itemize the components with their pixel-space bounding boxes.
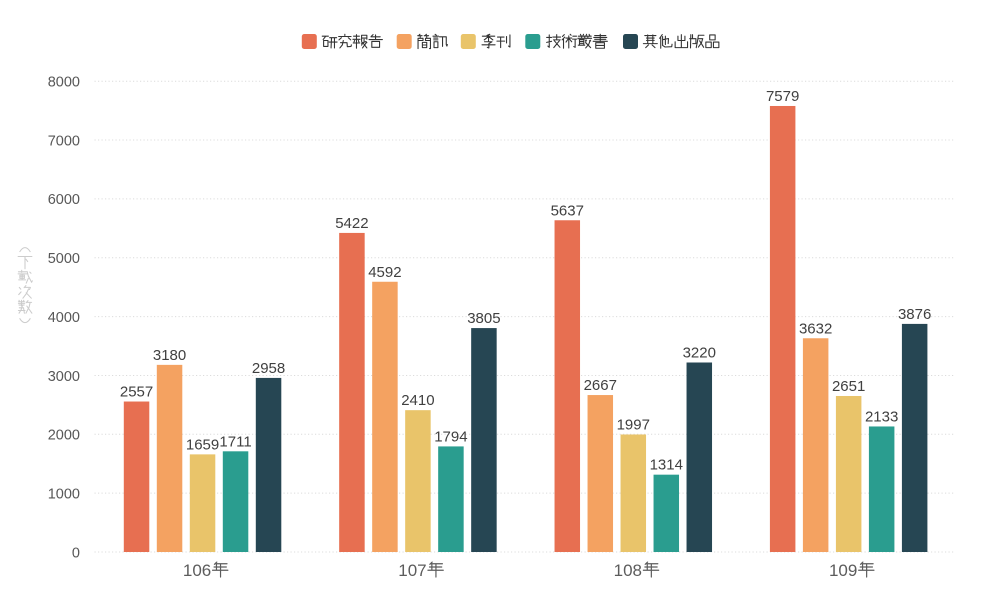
svg-text:2958: 2958: [252, 360, 285, 377]
svg-text:2000: 2000: [48, 428, 80, 444]
svg-text:2667: 2667: [584, 377, 617, 394]
svg-text:7000: 7000: [48, 133, 80, 149]
svg-text:7579: 7579: [766, 88, 799, 105]
svg-text:2410: 2410: [401, 392, 434, 409]
svg-text:109: 109: [829, 561, 857, 580]
svg-text:2557: 2557: [120, 384, 153, 401]
svg-text:4000: 4000: [48, 310, 80, 326]
svg-text:108: 108: [614, 561, 642, 580]
svg-text:2651: 2651: [832, 378, 865, 395]
svg-text:1000: 1000: [48, 486, 80, 502]
svg-text:107: 107: [398, 561, 426, 580]
svg-text:1314: 1314: [650, 457, 683, 474]
svg-text:6000: 6000: [48, 192, 80, 208]
svg-text:3180: 3180: [153, 347, 186, 364]
svg-text:3805: 3805: [467, 310, 500, 327]
svg-text:2133: 2133: [865, 408, 898, 425]
svg-text:1794: 1794: [434, 428, 467, 445]
svg-text:4592: 4592: [368, 264, 401, 281]
svg-text:106: 106: [183, 561, 211, 580]
svg-text:8000: 8000: [48, 75, 80, 91]
svg-text:0: 0: [72, 545, 80, 561]
svg-text:3876: 3876: [898, 306, 931, 323]
svg-text:5422: 5422: [335, 215, 368, 232]
svg-text:5637: 5637: [551, 202, 584, 219]
svg-text:1659: 1659: [186, 436, 219, 453]
svg-text:3000: 3000: [48, 369, 80, 385]
svg-text:1711: 1711: [219, 433, 251, 450]
svg-text:3632: 3632: [799, 320, 832, 337]
svg-text:5000: 5000: [48, 251, 80, 267]
svg-text:1997: 1997: [617, 416, 650, 433]
svg-text:3220: 3220: [683, 345, 716, 362]
